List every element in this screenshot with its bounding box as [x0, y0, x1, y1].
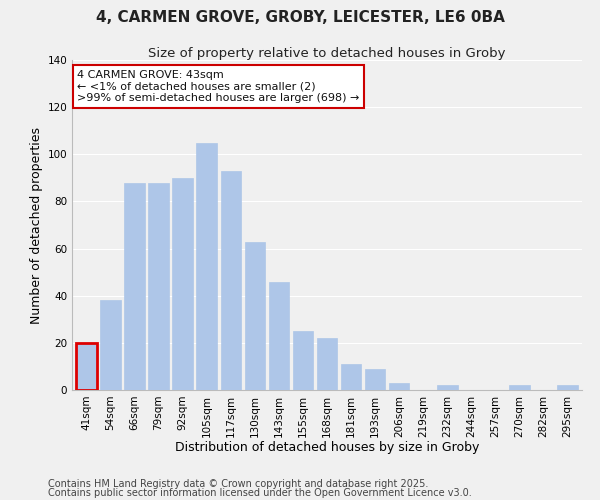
Text: 4, CARMEN GROVE, GROBY, LEICESTER, LE6 0BA: 4, CARMEN GROVE, GROBY, LEICESTER, LE6 0… [95, 10, 505, 25]
Bar [437, 386, 458, 390]
Bar [293, 331, 313, 390]
Bar [341, 364, 361, 390]
Bar [389, 383, 409, 390]
Bar [100, 300, 121, 390]
Text: Contains public sector information licensed under the Open Government Licence v3: Contains public sector information licen… [48, 488, 472, 498]
Bar [124, 182, 145, 390]
Text: 4 CARMEN GROVE: 43sqm
← <1% of detached houses are smaller (2)
>99% of semi-deta: 4 CARMEN GROVE: 43sqm ← <1% of detached … [77, 70, 359, 103]
Bar [557, 386, 578, 390]
Bar [269, 282, 289, 390]
Bar [196, 142, 217, 390]
Bar [365, 369, 385, 390]
Bar [221, 171, 241, 390]
Y-axis label: Number of detached properties: Number of detached properties [30, 126, 43, 324]
Bar [76, 343, 97, 390]
Bar [172, 178, 193, 390]
Bar [148, 182, 169, 390]
Bar [317, 338, 337, 390]
Bar [509, 386, 530, 390]
Text: Contains HM Land Registry data © Crown copyright and database right 2025.: Contains HM Land Registry data © Crown c… [48, 479, 428, 489]
Title: Size of property relative to detached houses in Groby: Size of property relative to detached ho… [148, 47, 506, 60]
Bar [245, 242, 265, 390]
X-axis label: Distribution of detached houses by size in Groby: Distribution of detached houses by size … [175, 441, 479, 454]
